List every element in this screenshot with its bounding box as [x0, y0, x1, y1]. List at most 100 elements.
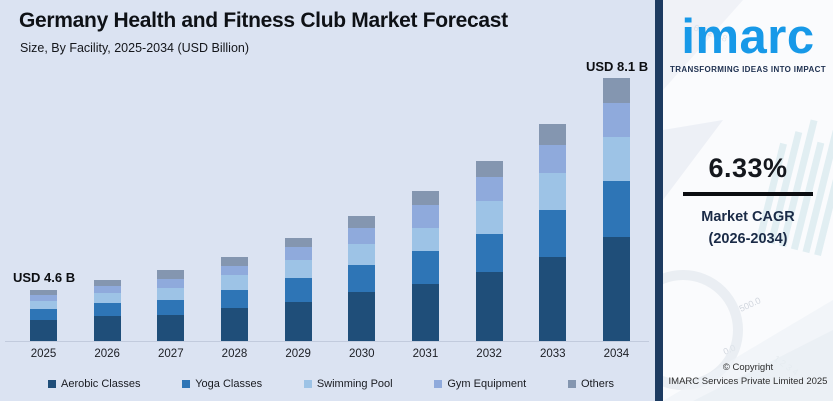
segment-gym-equipment-2029: [284, 247, 312, 260]
cagr-label-line1: Market CAGR: [701, 209, 795, 225]
cagr-divider: [683, 192, 813, 196]
segment-yoga-classes-2030: [348, 265, 376, 292]
segment-yoga-classes-2029: [284, 278, 312, 302]
x-tick-label-2025: 2025: [30, 348, 57, 360]
side-panel-accent-strip: [655, 0, 663, 401]
segment-gym-equipment-2028: [220, 266, 248, 275]
segment-others-2026: [93, 280, 121, 286]
segment-aerobic-classes-2026: [93, 316, 121, 341]
bars: 2025 2026 2027 2028 2029 2030 2031 2032 2033 2034: [30, 61, 630, 360]
segment-aerobic-classes-2032: [475, 272, 503, 341]
bar-2025: 2025: [30, 61, 57, 360]
bar-2029: 2029: [284, 61, 312, 360]
cagr-label-line2: (2026-2034): [708, 231, 788, 248]
segment-swimming-pool-2026: [93, 293, 121, 303]
x-tick-label-2034: 2034: [603, 348, 630, 360]
bar-2028: 2028: [220, 61, 248, 360]
legend-label-yoga-classes: Yoga Classes: [195, 378, 263, 390]
segment-gym-equipment-2026: [93, 286, 121, 293]
segment-others-2027: [157, 270, 185, 279]
segment-aerobic-classes-2027: [157, 315, 185, 341]
segment-gym-equipment-2027: [157, 279, 185, 288]
segment-aerobic-classes-2025: [30, 320, 57, 341]
legend-swatch-gym-equipment: [434, 380, 443, 388]
segment-swimming-pool-2034: [602, 137, 630, 181]
x-axis-line: [5, 341, 649, 342]
copyright: © Copyright IMARC Services Private Limit…: [663, 361, 833, 390]
segment-yoga-classes-2025: [30, 309, 57, 320]
legend: Aerobic Classes Yoga Classes Swimming Pool…: [48, 378, 614, 390]
cagr-block: 6.33% Market CAGR (2026-2034): [663, 153, 833, 251]
segment-swimming-pool-2033: [539, 173, 567, 210]
x-tick-label-2032: 2032: [476, 348, 502, 360]
x-tick-label-2028: 2028: [221, 348, 248, 360]
value-label-2025: USD 4.6 B: [13, 270, 76, 285]
segment-yoga-classes-2034: [602, 181, 630, 237]
imarc-logo-text: imarc: [681, 10, 815, 64]
x-tick-label-2030: 2030: [348, 348, 375, 360]
segment-others-2034: [602, 78, 630, 103]
legend-item-yoga-classes: Yoga Classes: [182, 378, 262, 390]
segment-gym-equipment-2025: [30, 295, 57, 301]
svg-text:500.0: 500.0: [738, 295, 763, 314]
bar-2031: 2031: [411, 61, 439, 360]
segment-swimming-pool-2027: [157, 288, 185, 300]
copyright-line1: © Copyright: [722, 361, 774, 373]
segment-gym-equipment-2032: [475, 177, 503, 201]
segment-yoga-classes-2032: [475, 234, 503, 272]
segment-others-2033: [539, 124, 567, 145]
segment-aerobic-classes-2028: [220, 308, 248, 341]
segment-swimming-pool-2025: [30, 301, 57, 309]
bar-2032: 2032: [475, 61, 503, 360]
segment-gym-equipment-2030: [348, 228, 376, 244]
segment-aerobic-classes-2034: [602, 237, 630, 341]
segment-others-2030: [348, 216, 376, 228]
segment-yoga-classes-2027: [157, 300, 185, 315]
segment-gym-equipment-2034: [602, 103, 630, 137]
legend-swatch-others: [567, 380, 576, 388]
legend-item-swimming-pool: Swimming Pool: [303, 378, 393, 390]
chart-subtitle: Size, By Facility, 2025-2034 (USD Billio…: [20, 41, 250, 55]
legend-item-others: Others: [567, 378, 614, 390]
segment-gym-equipment-2031: [411, 205, 439, 228]
legend-label-swimming-pool: Swimming Pool: [316, 378, 393, 390]
legend-swatch-yoga-classes: [182, 380, 191, 388]
chart-section: Germany Health and Fitness Club Market F…: [0, 0, 655, 401]
segment-swimming-pool-2031: [411, 228, 439, 251]
x-tick-label-2033: 2033: [539, 348, 566, 360]
segment-gym-equipment-2033: [539, 145, 567, 173]
segment-yoga-classes-2026: [93, 303, 121, 316]
page-title: Germany Health and Fitness Club Market F…: [19, 9, 508, 32]
legend-label-aerobic-classes: Aerobic Classes: [61, 378, 141, 390]
imarc-logo-tagline: TRANSFORMING IDEAS INTO IMPACT: [670, 65, 826, 75]
bar-2030: 2030: [348, 61, 376, 360]
bar-2027: 2027: [157, 61, 185, 360]
x-tick-label-2031: 2031: [412, 348, 439, 360]
legend-label-gym-equipment: Gym Equipment: [447, 378, 527, 390]
x-tick-label-2029: 2029: [285, 348, 311, 360]
segment-swimming-pool-2029: [284, 260, 312, 278]
copyright-line2: IMARC Services Private Limited 2025: [668, 375, 828, 387]
segment-others-2025: [30, 290, 57, 295]
x-tick-label-2027: 2027: [158, 348, 184, 360]
cagr-value: 6.33%: [708, 153, 788, 183]
legend-swatch-aerobic-classes: [48, 380, 56, 388]
segment-others-2031: [411, 191, 439, 205]
segment-others-2029: [284, 238, 312, 247]
legend-swatch-swimming-pool: [303, 380, 312, 388]
segment-swimming-pool-2028: [220, 275, 248, 290]
legend-item-aerobic-classes: Aerobic Classes: [48, 378, 140, 390]
segment-yoga-classes-2031: [411, 251, 439, 284]
segment-aerobic-classes-2029: [284, 302, 312, 341]
x-tick-label-2026: 2026: [94, 348, 120, 360]
side-panel-body: 500.0 0.0 1 2 3 4 6982048 imarc TRANSFOR…: [663, 0, 833, 401]
imarc-logo: imarc TRANSFORMING IDEAS INTO IMPACT: [663, 0, 833, 74]
legend-label-others: Others: [580, 378, 614, 390]
bar-2033: 2033: [539, 61, 567, 360]
segment-others-2032: [475, 161, 503, 177]
segment-others-2028: [220, 257, 248, 266]
side-panel: 500.0 0.0 1 2 3 4 6982048 imarc TRANSFOR…: [655, 0, 833, 401]
segment-aerobic-classes-2033: [539, 257, 567, 341]
svg-text:0.0: 0.0: [722, 342, 738, 356]
segment-aerobic-classes-2031: [411, 284, 439, 341]
